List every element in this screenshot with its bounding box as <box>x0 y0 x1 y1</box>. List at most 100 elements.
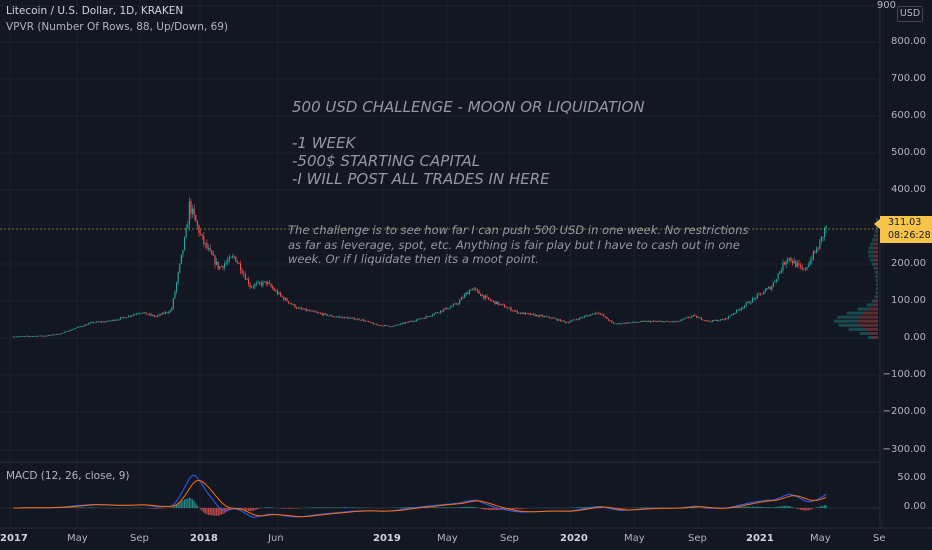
candle-body <box>414 320 416 322</box>
candle-body <box>508 307 510 309</box>
candle-body <box>238 262 240 264</box>
challenge-body-note[interactable]: The challenge is to see how far I can pu… <box>288 223 749 266</box>
candle-body <box>116 319 118 321</box>
candle-body <box>759 293 762 295</box>
candle-body <box>103 321 106 323</box>
candle-body <box>683 318 685 320</box>
candle-body <box>382 325 384 327</box>
candle-body <box>780 270 782 272</box>
candle-body <box>692 315 694 316</box>
macd-indicator-label[interactable]: MACD (12, 26, close, 9) <box>6 470 130 482</box>
candle-body <box>764 289 766 293</box>
macd-axis-label: 50.00 <box>897 472 926 483</box>
candle-body <box>20 336 22 337</box>
currency-button[interactable]: USD <box>897 6 923 22</box>
candle-body <box>380 325 382 327</box>
candle-body <box>595 312 597 315</box>
candle-body <box>771 286 773 290</box>
candle-body <box>195 215 197 222</box>
candle-body <box>153 315 155 317</box>
candle-body <box>23 336 26 337</box>
candle-body <box>75 327 77 329</box>
candle-body <box>567 322 570 324</box>
candle-body <box>790 257 792 262</box>
candle-body <box>596 312 598 314</box>
candle-body <box>150 313 152 316</box>
candle-body <box>580 317 582 319</box>
candle-body <box>419 318 421 320</box>
volume-profile-bar-down <box>875 299 878 303</box>
candle-body <box>265 281 267 285</box>
candle-body <box>327 315 330 317</box>
candle-body <box>415 319 418 321</box>
candle-body <box>179 263 181 273</box>
candle-body <box>422 318 424 320</box>
candle-body <box>468 290 470 295</box>
candle-body <box>561 320 563 322</box>
candle-body <box>553 317 555 319</box>
candle-body <box>196 221 198 226</box>
candle-body <box>209 248 211 251</box>
candle-body <box>494 301 496 304</box>
volume-profile-bar-up <box>857 307 869 311</box>
candle-body <box>574 319 576 321</box>
candle-body <box>540 315 542 316</box>
candle-body <box>244 274 246 280</box>
vpvr-indicator-label[interactable]: VPVR (Number Of Rows, 88, Up/Down, 69) <box>6 21 229 33</box>
candle-body <box>657 321 659 323</box>
candle-body <box>462 297 464 299</box>
candle-body <box>33 335 35 337</box>
candle-body <box>806 266 808 270</box>
candle-body <box>761 293 763 295</box>
time-axis-label: 2018 <box>190 533 218 544</box>
volume-profile-bar-down <box>877 283 878 287</box>
volume-profile-bar-up <box>848 327 865 331</box>
candle-body <box>67 331 69 333</box>
candle-body <box>231 256 234 258</box>
candle-body <box>225 262 227 264</box>
candle-body <box>214 255 216 265</box>
candle-body <box>676 320 678 322</box>
candle-body <box>395 324 397 326</box>
candle-body <box>646 321 648 322</box>
price-axis-label: 700.00 <box>891 73 926 84</box>
candle-body <box>102 321 104 323</box>
volume-profile-bar-down <box>876 291 878 295</box>
candle-body <box>227 260 229 263</box>
time-axis-label: 2020 <box>560 533 588 544</box>
candle-body <box>815 248 818 253</box>
candle-body <box>286 298 288 302</box>
candle-body <box>446 307 448 310</box>
candle-body <box>81 326 83 327</box>
candle-body <box>191 208 194 214</box>
candle-body <box>78 326 80 328</box>
challenge-title-note[interactable]: 500 USD CHALLENGE - MOON OR LIQUIDATION … <box>292 98 645 188</box>
candle-body <box>19 336 21 337</box>
candle-body <box>161 312 163 315</box>
candle-body <box>510 307 512 311</box>
candle-body <box>724 318 726 320</box>
symbol-title[interactable]: Litecoin / U.S. Dollar, 1D, KRAKEN <box>6 5 184 17</box>
candle-body <box>686 317 688 319</box>
macd-axis-label: 0.00 <box>903 501 926 512</box>
candle-body <box>782 262 784 271</box>
candle-body <box>254 284 256 287</box>
candle-body <box>355 319 357 321</box>
candle-body <box>460 297 462 301</box>
candle-body <box>246 279 248 280</box>
candle-body <box>383 325 386 327</box>
candle-body <box>708 320 710 322</box>
candle-body <box>105 321 107 323</box>
candle-body <box>500 303 502 305</box>
candle-body <box>569 321 571 323</box>
candle-body <box>283 297 285 300</box>
macd-pane <box>0 474 880 518</box>
candle-body <box>475 288 477 290</box>
volume-profile-bar-down <box>875 238 878 242</box>
candle-body <box>158 314 160 316</box>
candle-body <box>140 312 142 314</box>
candle-body <box>609 320 611 322</box>
candle-body <box>211 250 213 255</box>
candle-body <box>673 321 675 323</box>
